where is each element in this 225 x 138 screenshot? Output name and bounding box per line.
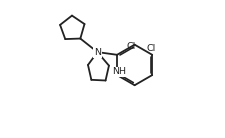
- Text: N: N: [94, 48, 101, 57]
- Text: Cl: Cl: [126, 42, 135, 51]
- Text: NH: NH: [111, 67, 125, 76]
- Text: Cl: Cl: [146, 44, 155, 53]
